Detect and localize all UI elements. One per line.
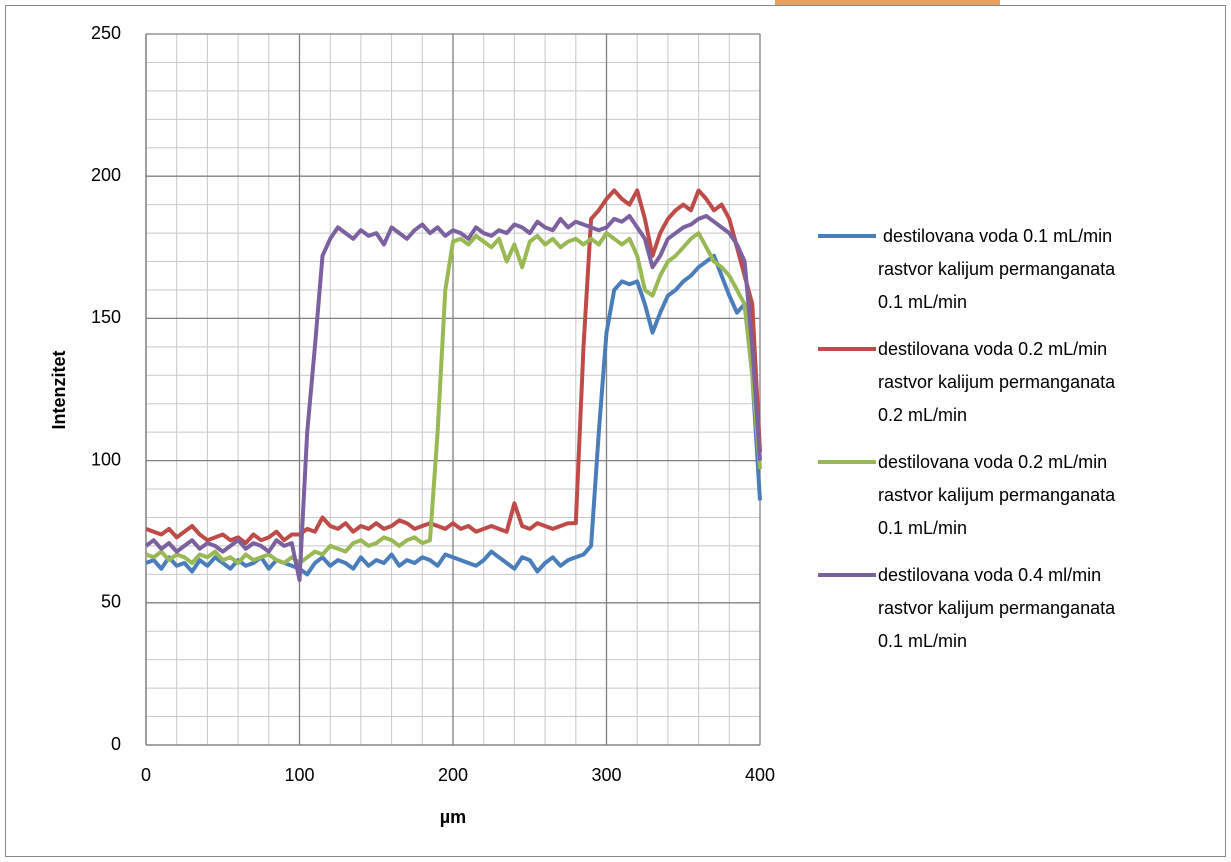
series-line	[145, 188, 762, 546]
x-tick-label: 300	[591, 765, 621, 785]
y-tick-label: 100	[91, 449, 121, 469]
x-tick-label: 100	[284, 765, 314, 785]
y-tick-label: 250	[91, 23, 121, 43]
chart-border	[5, 5, 1226, 857]
series-line	[144, 214, 762, 582]
legend-label: destilovana voda 0.2 mL/min rastvor kali…	[878, 339, 1121, 425]
y-tick-label: 200	[91, 165, 121, 185]
decor-strip	[775, 0, 1000, 5]
y-tick-label: 0	[111, 734, 121, 754]
x-tick-label: 200	[438, 765, 468, 785]
series-line	[145, 231, 762, 565]
y-axis-label: Intenzitet	[49, 350, 69, 429]
y-tick-label: 50	[101, 592, 121, 612]
legend-label: destilovana voda 0.1 mL/min rastvor kali…	[878, 226, 1121, 312]
y-tick-label: 150	[91, 307, 121, 327]
x-tick-label: 0	[141, 765, 151, 785]
x-tick-label: 400	[745, 765, 775, 785]
legend-label: destilovana voda 0.4 ml/min rastvor kali…	[878, 565, 1121, 651]
legend-label: destilovana voda 0.2 mL/min rastvor kali…	[878, 452, 1121, 538]
x-axis-label: µm	[440, 807, 466, 827]
series-line	[145, 253, 762, 577]
